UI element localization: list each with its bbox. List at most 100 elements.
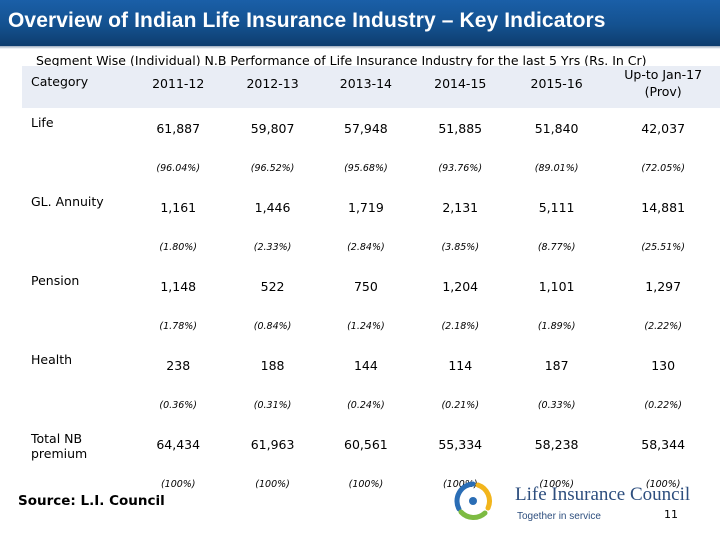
lic-ribbon-logo-icon (454, 481, 492, 520)
table-row-health: Health 238 188 144 114 187 130 (22, 345, 720, 386)
value-cell: 522 (260, 279, 285, 294)
percent-cell: (0.33%) (537, 399, 576, 411)
slide-title: Overview of Indian Life Insurance Indust… (8, 9, 606, 32)
table-row-total-nb-premium-share: (100%) (100%) (100%) (100%) (100%) (100%… (22, 465, 720, 503)
logo-tagline: Together in service (517, 511, 601, 522)
header-year: 2014-15 (413, 66, 507, 108)
percent-cell: (0.21%) (441, 399, 480, 411)
table-row-gl-annuity-share: (1.80%) (2.33%) (2.84%) (3.85%) (8.77%) … (22, 228, 720, 266)
slide-number: 11 (664, 508, 678, 521)
percent-cell: (100%) (442, 478, 478, 490)
value-cell: 55,334 (438, 437, 483, 452)
value-cell: 114 (448, 358, 473, 373)
value-cell: 51,885 (438, 121, 483, 136)
table-row-total-nb-premium: Total NB premium 64,434 61,963 60,561 55… (22, 424, 720, 465)
value-cell: 1,297 (645, 279, 682, 294)
value-cell: 1,101 (538, 279, 575, 294)
header-year-text: 2014-15 (434, 75, 487, 91)
table-row-life-share: (96.04%) (96.52%) (95.68%) (93.76%) (89.… (22, 149, 720, 187)
title-shadow (0, 46, 720, 49)
value-cell: 2,131 (442, 200, 479, 215)
percent-cell: (2.33%) (253, 241, 292, 253)
percent-cell: (1.24%) (347, 320, 385, 332)
header-year: 2015-16 (506, 66, 607, 108)
percent-cell: (100%) (160, 478, 196, 490)
percent-cell: (100%) (645, 478, 681, 490)
category-spacer (22, 228, 130, 266)
header-year: 2012-13 (226, 66, 319, 108)
percent-cell: (96.04%) (156, 162, 201, 174)
header-latest-line1: Up-to Jan-17 (624, 67, 703, 82)
percent-cell: (1.89%) (537, 320, 576, 332)
table-row-pension: Pension 1,148 522 750 1,204 1,101 1,297 (22, 266, 720, 307)
header-year-latest: Up-to Jan-17 (Prov) (606, 66, 720, 108)
value-cell: 14,881 (641, 200, 686, 215)
header-row: Category 2011-12 2012-13 2013-14 2014-15… (22, 66, 720, 108)
percent-cell: (8.77%) (537, 241, 576, 253)
category-label: Pension (31, 273, 80, 288)
value-cell: 58,238 (534, 437, 579, 452)
value-cell: 238 (166, 358, 191, 373)
percent-cell: (0.84%) (253, 320, 292, 332)
percent-cell: (89.01%) (534, 162, 579, 174)
category-total-line2: premium (31, 446, 88, 461)
table-row-gl-annuity: GL. Annuity 1,161 1,446 1,719 2,131 5,11… (22, 187, 720, 228)
value-cell: 59,807 (250, 121, 295, 136)
header-year-text: 2013-14 (339, 75, 393, 91)
logo-organization-name: Life Insurance Council (515, 484, 691, 505)
percent-cell: (100%) (348, 478, 384, 490)
source-note: Source: L.I. Council (18, 493, 165, 509)
category-total-line1: Total NB (31, 431, 83, 446)
value-cell: 188 (260, 358, 285, 373)
category-spacer (22, 307, 130, 345)
title-bar: Overview of Indian Life Insurance Indust… (0, 0, 720, 46)
percent-cell: (0.31%) (253, 399, 292, 411)
value-cell: 51,840 (534, 121, 579, 136)
indicators-table: Category 2011-12 2012-13 2013-14 2014-15… (22, 66, 720, 503)
percent-cell: (0.24%) (347, 399, 385, 411)
category-label: Life (31, 115, 54, 130)
percent-cell: (93.76%) (438, 162, 483, 174)
value-cell: 61,963 (250, 437, 295, 452)
category-label: Health (31, 352, 73, 367)
category-spacer (22, 149, 130, 187)
value-cell: 144 (353, 358, 378, 373)
table-row-pension-share: (1.78%) (0.84%) (1.24%) (2.18%) (1.89%) … (22, 307, 720, 345)
value-cell: 64,434 (156, 437, 201, 452)
header-category: Category (22, 66, 130, 108)
percent-cell: (96.52%) (250, 162, 295, 174)
category-label-total: Total NB premium (22, 424, 130, 465)
value-cell: 187 (544, 358, 569, 373)
percent-cell: (72.05%) (641, 162, 685, 174)
percent-cell: (2.84%) (347, 241, 385, 253)
value-cell: 130 (651, 358, 676, 373)
percent-cell: (25.51%) (641, 241, 685, 253)
percent-cell: (0.22%) (644, 399, 682, 411)
value-cell: 5,111 (538, 200, 575, 215)
percent-cell: (95.68%) (344, 162, 388, 174)
percent-cell: (1.78%) (159, 320, 198, 332)
table-subtitle: Segment Wise (Individual) N.B Performanc… (36, 53, 647, 68)
header-year: 2011-12 (129, 66, 227, 108)
category-spacer (22, 386, 130, 424)
value-cell: 750 (353, 279, 378, 294)
table-row-life: Life 61,887 59,807 57,948 51,885 51,840 … (22, 108, 720, 149)
header-year-latest-text: Up-to Jan-17 (Prov) (606, 66, 720, 100)
header-year: 2013-14 (318, 66, 414, 108)
value-cell: 57,948 (344, 121, 388, 136)
value-cell: 1,719 (348, 200, 384, 215)
percent-cell: (2.18%) (441, 320, 480, 332)
value-cell: 42,037 (641, 121, 686, 136)
percent-cell: (3.85%) (441, 241, 480, 253)
value-cell: 1,204 (442, 279, 479, 294)
value-cell: 1,446 (254, 200, 291, 215)
header-year-text: 2015-16 (530, 75, 583, 91)
value-cell: 1,161 (160, 200, 197, 215)
value-cell: 58,344 (641, 437, 686, 452)
value-cell: 60,561 (344, 437, 388, 452)
percent-cell: (2.22%) (644, 320, 682, 332)
header-year-text: 2012-13 (246, 75, 299, 91)
percent-cell: (100%) (255, 478, 290, 490)
percent-cell: (100%) (539, 478, 574, 490)
value-cell: 61,887 (156, 121, 201, 136)
